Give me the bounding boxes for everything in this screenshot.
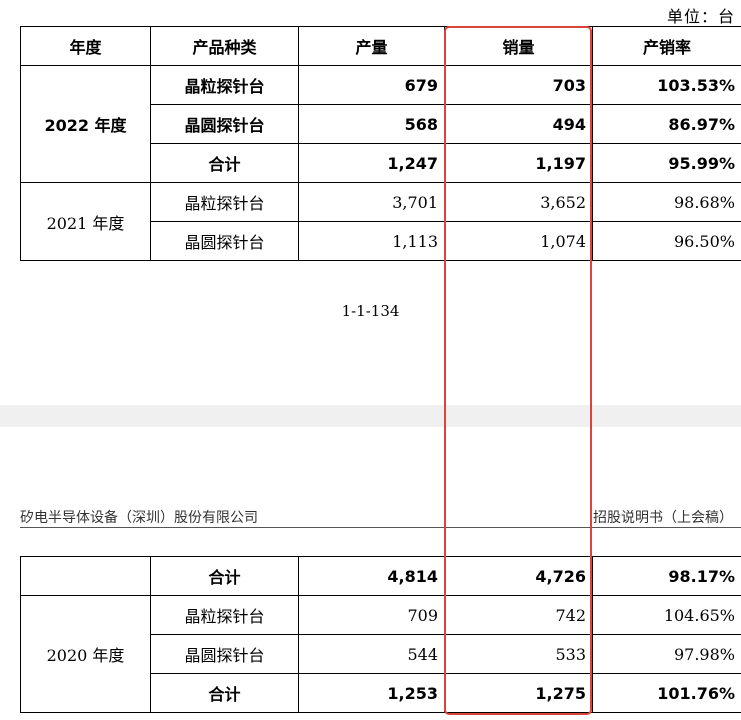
rate-cell: 101.76% (592, 673, 741, 713)
table-row: 2022 年度 晶粒探针台 679 703 103.53% (20, 65, 741, 183)
product-cell: 晶粒探针台 (150, 595, 299, 635)
rate-cell: 95.99% (592, 143, 741, 183)
table-row: 2020 年度 晶粒探针台 709 742 104.65% (20, 595, 741, 713)
sales-cell: 4,726 (444, 556, 593, 596)
table-row: 合计 4,814 4,726 98.17% (20, 556, 741, 596)
rate-cell: 98.17% (592, 556, 741, 596)
sales-cell: 1,197 (444, 143, 593, 183)
rate-cell: 98.68% (592, 182, 741, 222)
output-cell: 4,814 (298, 556, 445, 596)
production-sales-table-bottom: 合计 4,814 4,726 98.17% 2020 年度 晶粒探针台 709 … (20, 556, 741, 713)
header-year: 年度 (20, 26, 151, 66)
product-cell: 晶粒探针台 (150, 182, 299, 222)
page-header-company: 矽电半导体设备（深圳）股份有限公司 (20, 510, 258, 526)
page-header-divider (20, 527, 741, 528)
output-cell: 1,113 (298, 221, 445, 261)
rate-cell: 104.65% (592, 595, 741, 635)
sales-cell: 742 (444, 595, 593, 635)
rate-cell: 97.98% (592, 634, 741, 674)
production-sales-table-top: 年度 产品种类 产量 销量 产销率 2022 年度 晶粒探针台 679 703 … (20, 26, 741, 261)
table-row: 合计 1,247 1,197 95.99% (21, 143, 741, 183)
output-cell: 568 (298, 104, 445, 144)
page-number: 1-1-134 (341, 302, 400, 320)
rate-cell: 96.50% (592, 221, 741, 261)
output-cell: 679 (298, 65, 445, 105)
year-cell-2020: 2020 年度 (20, 595, 151, 713)
sales-cell: 533 (444, 634, 593, 674)
unit-label: 单位：台 (666, 7, 735, 26)
header-sales: 销量 (444, 26, 593, 66)
output-cell: 1,253 (298, 673, 445, 713)
header-rate: 产销率 (592, 26, 741, 66)
table-row: 晶圆探针台 568 494 86.97% (21, 104, 741, 144)
output-cell: 1,247 (298, 143, 445, 183)
header-output: 产量 (298, 26, 445, 66)
sales-cell: 3,652 (444, 182, 593, 222)
table-header-row: 年度 产品种类 产量 销量 产销率 (20, 26, 741, 66)
table-row: 2021 年度 晶粒探针台 3,701 3,652 98.68% (20, 182, 741, 261)
table-row: 合计 1,253 1,275 101.76% (21, 673, 741, 713)
table-row: 晶圆探针台 1,113 1,074 96.50% (21, 221, 741, 261)
table-row: 晶圆探针台 544 533 97.98% (21, 634, 741, 674)
rate-cell: 86.97% (592, 104, 741, 144)
product-cell: 合计 (150, 673, 299, 713)
product-cell: 晶圆探针台 (150, 221, 299, 261)
output-cell: 3,701 (298, 182, 445, 222)
product-cell: 晶圆探针台 (150, 104, 299, 144)
sales-cell: 703 (444, 65, 593, 105)
year-cell-2022: 2022 年度 (20, 65, 151, 183)
page-break-gap (0, 405, 741, 427)
sales-cell: 1,074 (444, 221, 593, 261)
rate-cell: 103.53% (592, 65, 741, 105)
output-cell: 544 (298, 634, 445, 674)
year-cell-2021: 2021 年度 (20, 182, 151, 261)
page-header-doc: 招股说明书（上会稿） (593, 510, 733, 526)
year-cell-empty (20, 556, 151, 596)
output-cell: 709 (298, 595, 445, 635)
header-product: 产品种类 (150, 26, 299, 66)
product-cell: 合计 (150, 143, 299, 183)
sales-column-highlight-box (444, 26, 592, 715)
product-cell: 合计 (150, 556, 299, 596)
product-cell: 晶圆探针台 (150, 634, 299, 674)
product-cell: 晶粒探针台 (150, 65, 299, 105)
